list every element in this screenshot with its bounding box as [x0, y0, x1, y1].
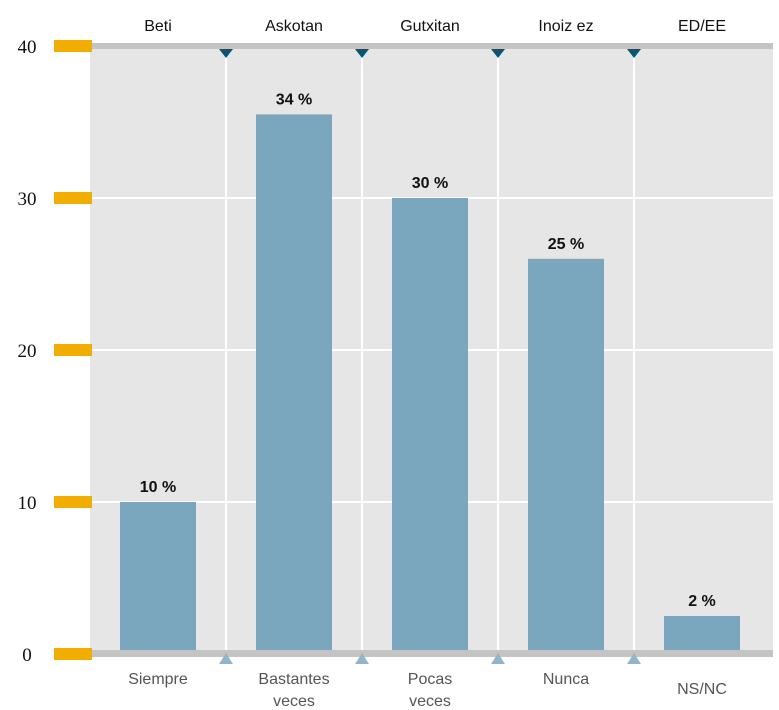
y-tick-label-10: 10 [18, 493, 37, 514]
divider-marker-bottom-4 [627, 653, 641, 664]
divider-marker-bottom-1 [219, 653, 233, 664]
y-tick-label-30: 30 [18, 189, 37, 210]
category-label-top-3: Inoiz ez [538, 18, 593, 35]
divider-marker-top-2 [355, 49, 369, 58]
y-tick-marker-20 [54, 344, 92, 356]
axes [90, 43, 773, 664]
category-label-bottom-1-0: Bastantes [258, 671, 329, 688]
category-label-top-1: Askotan [265, 18, 323, 35]
value-label-0: 10 % [140, 479, 176, 496]
value-label-2: 30 % [412, 175, 448, 192]
y-tick-label-20: 20 [18, 341, 37, 362]
y-tick-marker-40 [54, 40, 92, 52]
category-label-bottom-2-1: veces [409, 693, 451, 710]
category-label-bottom-0-0: Siempre [128, 671, 188, 688]
category-label-bottom-3-0: Nunca [543, 671, 589, 688]
category-label-bottom-2-0: Pocas [408, 671, 452, 688]
bars [120, 114, 740, 654]
value-label-4: 2 % [688, 593, 716, 610]
bar-2 [392, 198, 468, 654]
y-axis: 0 10 20 30 40 [18, 37, 92, 666]
bar-0 [120, 502, 196, 654]
divider-marker-top-3 [491, 49, 505, 58]
category-label-bottom-1-1: veces [273, 693, 315, 710]
category-label-top-0: Beti [144, 18, 172, 35]
category-dividers [225, 46, 635, 654]
value-label-3: 25 % [548, 236, 584, 253]
labels: 10 % Beti Siempre 34 % Askotan Bastantes veces… [128, 18, 727, 710]
y-tick-marker-10 [54, 496, 92, 508]
divider-marker-top-1 [219, 49, 233, 58]
category-label-top-2: Gutxitan [400, 18, 460, 35]
divider-marker-bottom-3 [491, 653, 505, 664]
bar-1 [256, 114, 332, 654]
value-label-1: 34 % [276, 91, 312, 108]
y-tick-marker-30 [54, 192, 92, 204]
divider-marker-top-4 [627, 49, 641, 58]
y-tick-marker-0 [54, 648, 92, 660]
bar-3 [528, 258, 604, 654]
y-tick-label-0: 0 [22, 645, 32, 666]
y-tick-label-40: 40 [18, 37, 37, 58]
bottom-axis-line [90, 650, 773, 657]
top-axis-line [90, 43, 773, 49]
bar-4 [664, 616, 740, 654]
divider-marker-bottom-2 [355, 653, 369, 664]
category-label-top-4: ED/EE [678, 18, 726, 35]
category-label-bottom-4-0: NS/NC [677, 681, 727, 698]
